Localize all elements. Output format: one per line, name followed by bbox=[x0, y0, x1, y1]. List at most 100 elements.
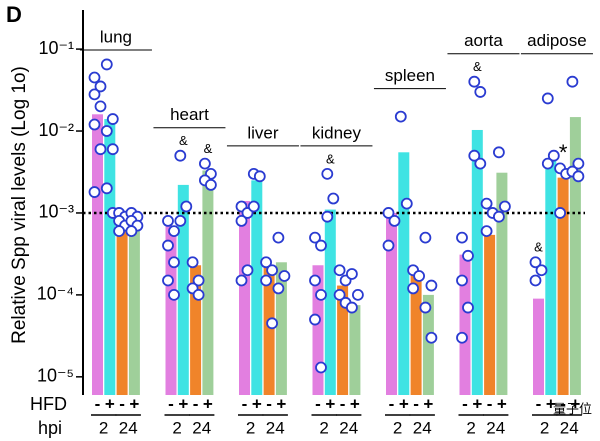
bar bbox=[533, 298, 544, 395]
bar bbox=[398, 152, 410, 395]
hpi-label: 2 bbox=[319, 418, 328, 437]
data-point bbox=[535, 264, 548, 277]
data-point bbox=[88, 71, 101, 84]
bar bbox=[569, 117, 581, 396]
y-axis-label: Relative Spp viral levels (Log 1o) bbox=[9, 66, 30, 344]
data-point bbox=[529, 274, 542, 287]
group-label: aorta bbox=[464, 31, 503, 50]
data-point bbox=[345, 301, 358, 314]
hfd-label: - bbox=[487, 394, 493, 413]
hfd-label: + bbox=[252, 394, 262, 413]
bar bbox=[165, 225, 177, 395]
hpi-label: 2 bbox=[99, 418, 108, 437]
hpi-label: 24 bbox=[560, 418, 579, 437]
bar bbox=[239, 200, 250, 395]
hfd-label: + bbox=[276, 394, 286, 413]
hpi-label: 24 bbox=[413, 418, 432, 437]
hfd-label: - bbox=[536, 394, 542, 413]
hfd-label: + bbox=[570, 394, 580, 413]
data-point bbox=[547, 149, 560, 162]
bar bbox=[251, 180, 263, 395]
data-point bbox=[94, 100, 107, 113]
data-point bbox=[125, 225, 138, 238]
data-point bbox=[456, 274, 468, 287]
bar bbox=[104, 119, 116, 395]
watermark: 量子位 bbox=[553, 401, 592, 416]
data-point bbox=[382, 239, 395, 252]
row-label: hpi bbox=[38, 418, 62, 438]
data-point bbox=[94, 143, 107, 156]
hfd-label: + bbox=[546, 394, 556, 413]
data-point bbox=[315, 361, 327, 374]
bar bbox=[337, 285, 349, 395]
data-point bbox=[529, 256, 542, 269]
data-point bbox=[186, 256, 199, 269]
bar bbox=[312, 265, 324, 395]
data-point bbox=[400, 197, 413, 210]
bar bbox=[116, 214, 128, 395]
data-point bbox=[474, 157, 487, 170]
hfd-label: - bbox=[168, 394, 174, 413]
hfd-label: + bbox=[423, 394, 433, 413]
data-point bbox=[321, 210, 334, 223]
bar bbox=[386, 212, 397, 395]
data-point bbox=[407, 282, 420, 295]
data-point bbox=[462, 249, 474, 262]
group-label: liver bbox=[247, 123, 279, 142]
y-tick-label: 10⁻⁴ bbox=[37, 284, 74, 304]
data-point bbox=[351, 288, 364, 301]
data-point bbox=[241, 264, 254, 277]
data-point bbox=[192, 288, 205, 301]
group-label: lung bbox=[100, 27, 132, 46]
annotation: & bbox=[326, 151, 335, 166]
group-label: kidney bbox=[312, 123, 362, 142]
data-point bbox=[180, 200, 193, 213]
data-point bbox=[168, 288, 180, 301]
y-tick-label: 10⁻² bbox=[38, 120, 74, 140]
data-point bbox=[413, 270, 426, 282]
panel-letter: D bbox=[6, 2, 22, 27]
data-point bbox=[541, 92, 554, 105]
group-label: heart bbox=[170, 105, 209, 124]
data-point bbox=[272, 231, 285, 244]
row-label: HFD bbox=[30, 394, 67, 414]
hfd-label: + bbox=[325, 394, 335, 413]
data-point bbox=[309, 274, 321, 287]
data-point bbox=[168, 256, 180, 269]
hfd-label: - bbox=[266, 394, 272, 413]
hfd-label: - bbox=[462, 394, 468, 413]
hfd-label: - bbox=[95, 394, 101, 413]
data-point bbox=[419, 231, 432, 244]
bar bbox=[128, 217, 140, 395]
data-point bbox=[88, 186, 101, 198]
data-point bbox=[266, 264, 279, 277]
bar bbox=[459, 254, 471, 395]
data-point bbox=[480, 225, 493, 238]
data-point bbox=[100, 182, 113, 195]
hfd-label: - bbox=[119, 394, 125, 413]
hpi-label: 2 bbox=[393, 418, 402, 437]
bar bbox=[190, 265, 202, 395]
group-label: adipose bbox=[527, 31, 587, 50]
y-tick-label: 10⁻³ bbox=[38, 202, 74, 222]
group-label: spleen bbox=[385, 66, 435, 85]
data-point bbox=[333, 288, 346, 301]
data-point bbox=[168, 225, 180, 238]
data-point bbox=[321, 167, 334, 180]
data-point bbox=[235, 214, 248, 227]
data-point bbox=[113, 225, 125, 238]
bar bbox=[496, 172, 508, 395]
y-tick-label: 10⁻⁵ bbox=[37, 366, 74, 386]
data-point bbox=[198, 157, 211, 170]
bar bbox=[484, 234, 496, 395]
hfd-label: - bbox=[413, 394, 419, 413]
data-point bbox=[419, 301, 432, 314]
hpi-label: 2 bbox=[466, 418, 475, 437]
bar bbox=[324, 209, 336, 395]
data-point bbox=[474, 86, 487, 98]
data-point bbox=[106, 113, 119, 125]
hfd-label: + bbox=[350, 394, 360, 413]
data-point bbox=[174, 214, 187, 227]
hpi-label: 24 bbox=[192, 418, 211, 437]
